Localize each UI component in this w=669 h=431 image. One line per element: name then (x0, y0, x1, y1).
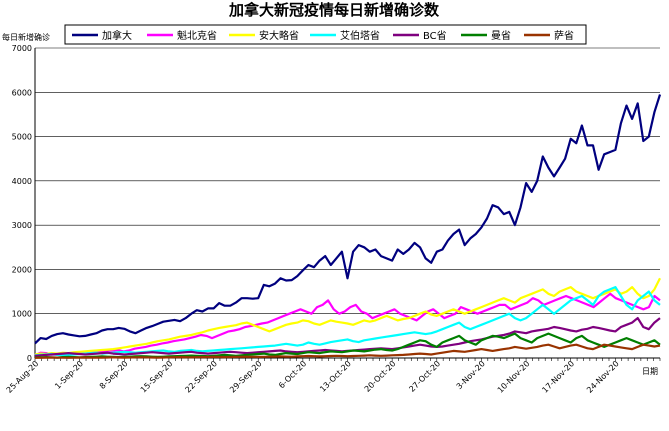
grid-lines (35, 47, 660, 315)
x-tick-label: 6-Oct-20 (277, 359, 308, 390)
x-tick-label: 13-Oct-20 (318, 359, 353, 394)
y-tick-label: 7000 (12, 44, 32, 53)
series-line-6 (35, 343, 661, 359)
chart-title: 加拿大新冠疫情每日新增确诊数 (228, 1, 440, 19)
legend-entry: BC省 (423, 29, 447, 42)
x-tick-label: 22-Sep-20 (183, 359, 219, 395)
x-tick-label: 8-Sep-20 (98, 359, 130, 391)
legend-entry: 加拿大 (102, 29, 132, 42)
x-tick-label: 1-Sep-20 (53, 359, 85, 391)
legend-entry: 魁北克省 (177, 29, 217, 42)
y-tick-label: 3000 (12, 221, 32, 230)
series-lines (34, 94, 662, 359)
x-tick-label: 25-Aug-20 (5, 359, 41, 395)
y-axis-label: 每日新增确诊 (2, 32, 50, 42)
x-tick-label: 20-Oct-20 (363, 359, 398, 394)
x-tick-label: 3-Nov-20 (455, 359, 487, 391)
x-tick-label: 10-Nov-20 (496, 359, 532, 395)
y-tick-label: 0 (27, 354, 32, 363)
series-line-3 (34, 286, 661, 357)
series-line-1 (34, 292, 661, 357)
x-tick-label: 29-Sep-20 (228, 359, 264, 395)
series-line-2 (34, 277, 661, 356)
legend-entry: 艾伯塔省 (340, 29, 380, 42)
legend-entry: 安大略省 (259, 29, 299, 42)
y-tick-labels: 0 1000 2000 3000 4000 5000 6000 7000 (12, 44, 32, 363)
y-tick-label: 2000 (12, 265, 32, 274)
x-axis-label: 日期 (642, 367, 658, 376)
x-tick-label: 17-Nov-20 (540, 359, 576, 395)
axes (34, 48, 661, 361)
y-tick-label: 4000 (12, 177, 32, 186)
x-tick-label: 27-Oct-20 (407, 359, 442, 394)
y-tick-label: 5000 (12, 133, 32, 142)
x-tick-labels: 25-Aug-20 1-Sep-20 8-Sep-20 15-Sep-20 22-Sep… (5, 359, 621, 395)
legend-entry: 曼省 (491, 29, 511, 42)
y-tick-label: 6000 (12, 88, 32, 97)
legend-entry: 萨省 (554, 29, 574, 42)
series-line-0 (34, 94, 662, 345)
y-tick-label: 1000 (12, 310, 32, 319)
legend: 加拿大 魁北克省 安大略省 艾伯塔省 BC省 曼省 萨省 (64, 24, 587, 45)
x-tick-label: 15-Sep-20 (139, 359, 175, 395)
x-tick-label: 24-Nov-20 (585, 359, 621, 395)
